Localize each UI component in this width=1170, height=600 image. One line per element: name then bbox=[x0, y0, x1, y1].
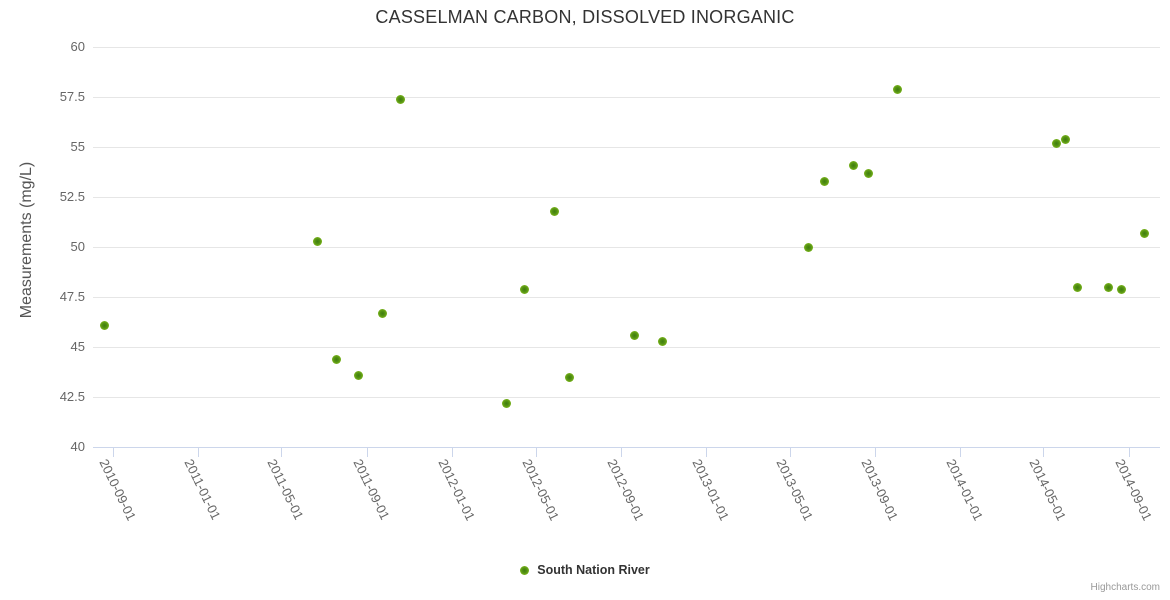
x-axis-label: 2011-09-01 bbox=[350, 456, 393, 523]
x-axis-tick bbox=[789, 448, 791, 457]
data-point[interactable] bbox=[819, 176, 829, 186]
data-point[interactable] bbox=[629, 330, 639, 340]
data-point[interactable] bbox=[1140, 228, 1150, 238]
x-axis-label: 2014-05-01 bbox=[1026, 456, 1070, 523]
x-axis-label: 2012-01-01 bbox=[435, 456, 478, 523]
y-gridline bbox=[93, 196, 1160, 198]
x-axis-tick bbox=[535, 448, 537, 457]
y-axis-label: 60 bbox=[70, 39, 85, 54]
x-axis-line bbox=[93, 447, 1160, 448]
x-axis-label: 2012-05-01 bbox=[519, 456, 562, 523]
y-axis-label: 40 bbox=[70, 439, 85, 454]
data-point[interactable] bbox=[378, 308, 388, 318]
data-point[interactable] bbox=[520, 284, 530, 294]
y-axis-label: 47.5 bbox=[59, 289, 85, 304]
legend-marker-icon bbox=[520, 565, 530, 575]
y-gridline bbox=[93, 246, 1160, 248]
data-point[interactable] bbox=[1117, 284, 1127, 294]
x-axis-tick bbox=[113, 448, 115, 457]
y-axis-label: 57.5 bbox=[59, 89, 85, 104]
x-axis-label: 2013-05-01 bbox=[772, 456, 816, 523]
x-axis-tick bbox=[1043, 448, 1045, 457]
data-point[interactable] bbox=[354, 370, 364, 380]
data-point[interactable] bbox=[313, 236, 323, 246]
x-axis-tick bbox=[197, 448, 199, 457]
chart-title: CASSELMAN CARBON, DISSOLVED INORGANIC bbox=[375, 7, 795, 27]
data-point[interactable] bbox=[848, 160, 858, 170]
x-axis-label: 2011-05-01 bbox=[264, 456, 308, 523]
x-axis-tick bbox=[621, 448, 623, 457]
y-axis-label: 52.5 bbox=[59, 189, 85, 204]
data-point[interactable] bbox=[804, 242, 814, 252]
y-axis-label: 55 bbox=[70, 139, 85, 154]
y-axis-label: 42.5 bbox=[59, 389, 85, 404]
x-axis-label: 2014-01-01 bbox=[943, 456, 986, 523]
data-point[interactable] bbox=[331, 354, 341, 364]
x-axis-tick bbox=[875, 448, 876, 457]
data-point[interactable] bbox=[564, 372, 574, 382]
data-point[interactable] bbox=[863, 168, 873, 178]
data-point[interactable] bbox=[892, 84, 902, 94]
y-axis-label: 45 bbox=[70, 339, 85, 354]
x-axis-label: 2014-09-01 bbox=[1112, 456, 1155, 523]
x-axis-label: 2012-09-01 bbox=[604, 456, 648, 523]
x-axis-label: 2013-01-01 bbox=[689, 456, 733, 523]
highcharts-credit-link[interactable]: Highcharts.com bbox=[1090, 582, 1160, 593]
x-axis-tick bbox=[281, 448, 283, 457]
y-gridline bbox=[93, 396, 1160, 398]
x-axis-label: 2011-01-01 bbox=[181, 456, 224, 523]
data-point[interactable] bbox=[502, 398, 512, 408]
data-point[interactable] bbox=[1104, 282, 1114, 292]
x-axis-label: 2013-09-01 bbox=[858, 456, 902, 523]
data-point[interactable] bbox=[1051, 138, 1061, 148]
data-point[interactable] bbox=[100, 320, 110, 330]
data-point[interactable] bbox=[1060, 134, 1070, 144]
y-gridline bbox=[93, 346, 1160, 348]
data-point[interactable] bbox=[550, 206, 560, 216]
data-point[interactable] bbox=[396, 94, 406, 104]
x-axis-tick bbox=[451, 448, 453, 457]
y-axis-label: 50 bbox=[70, 239, 85, 254]
x-axis-tick bbox=[959, 448, 961, 457]
y-gridline bbox=[93, 296, 1160, 298]
data-point[interactable] bbox=[1073, 282, 1083, 292]
x-axis-tick bbox=[1128, 448, 1130, 457]
data-point[interactable] bbox=[657, 336, 667, 346]
legend-item-south-nation-river[interactable]: South Nation River bbox=[0, 560, 1170, 580]
x-axis-label: 2010-09-01 bbox=[96, 456, 140, 523]
y-gridline bbox=[93, 46, 1160, 48]
y-gridline bbox=[93, 96, 1160, 98]
y-gridline bbox=[93, 146, 1160, 148]
x-axis-tick bbox=[706, 448, 708, 457]
x-axis-tick bbox=[366, 448, 368, 457]
legend-label: South Nation River bbox=[537, 563, 650, 577]
